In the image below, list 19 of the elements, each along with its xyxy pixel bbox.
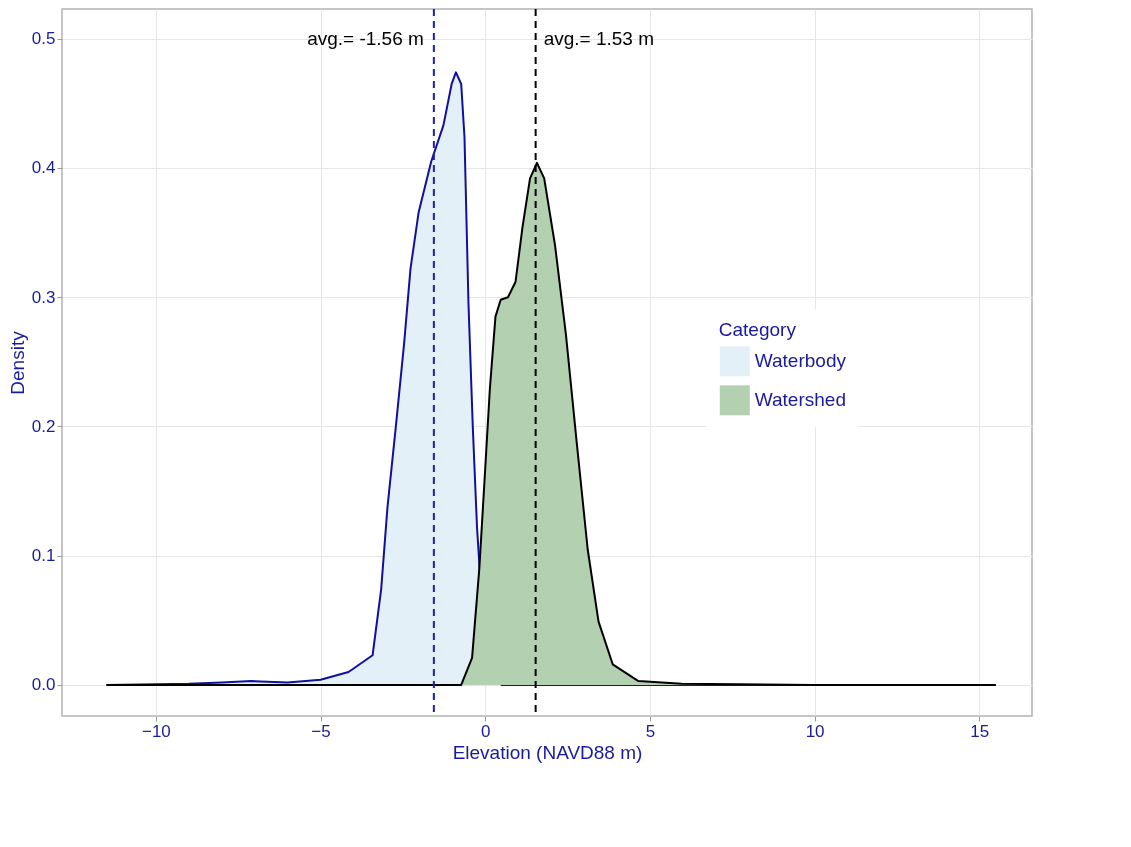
ref-line-label: avg.= -1.56 m (307, 28, 424, 49)
x-tick-label: −5 (311, 721, 331, 741)
legend-label: Watershed (754, 389, 846, 411)
x-tick-label: 5 (645, 721, 656, 741)
legend-label: Waterbody (754, 350, 847, 372)
y-tick-label: 0.5 (31, 29, 56, 49)
ref-line-label: avg.= 1.53 m (543, 28, 655, 49)
x-tick-label: 15 (970, 721, 990, 741)
x-tick-label: 0 (481, 721, 491, 741)
y-tick-label: 0.4 (31, 158, 56, 178)
x-tick-label: 10 (805, 721, 825, 741)
y-tick-label: 0.0 (31, 675, 56, 695)
x-axis-title: Elevation (NAVD88 m) (452, 741, 643, 763)
y-tick-label: 0.1 (31, 546, 56, 566)
y-tick-label: 0.2 (31, 416, 56, 436)
y-tick-label: 0.3 (31, 287, 56, 307)
y-axis-title: Density (6, 330, 28, 395)
legend-title: Category (718, 319, 797, 341)
x-tick-label: −10 (141, 721, 171, 741)
